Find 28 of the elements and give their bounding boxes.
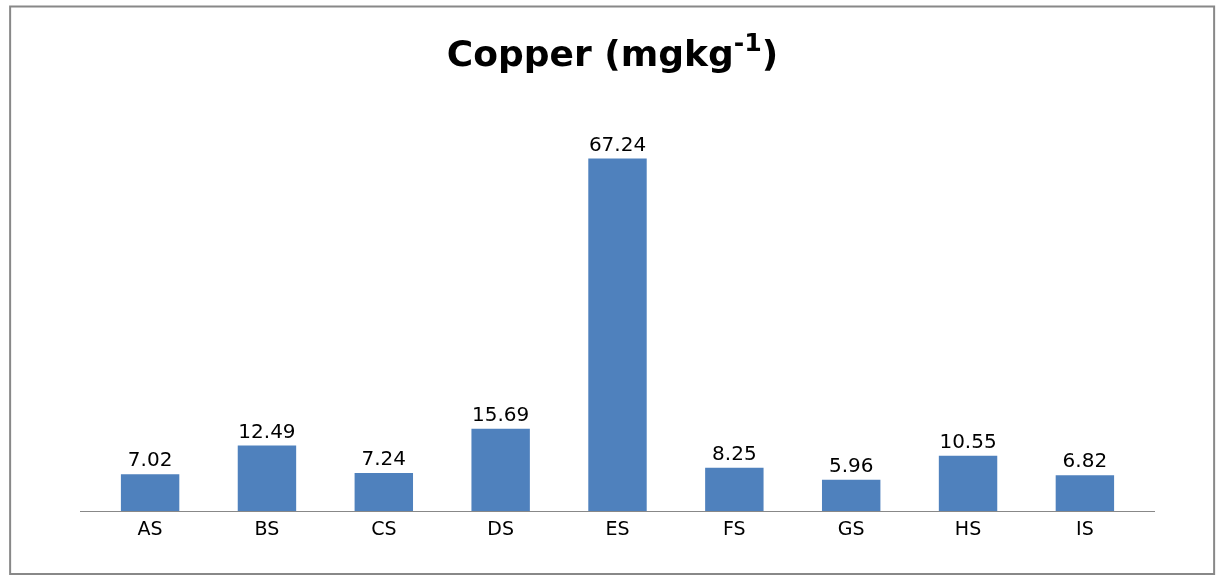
bar xyxy=(821,479,881,511)
x-tick-label: GS xyxy=(837,516,865,539)
data-label: 5.96 xyxy=(828,452,874,477)
x-tick-label: BS xyxy=(254,516,280,539)
data-label: 8.25 xyxy=(712,440,757,465)
bar xyxy=(588,158,647,511)
data-label: 6.82 xyxy=(1062,448,1108,473)
bar xyxy=(471,428,530,511)
data-label: 15.69 xyxy=(472,401,530,426)
x-tick-label: DS xyxy=(487,516,514,539)
bar xyxy=(705,467,764,511)
data-label: 10.55 xyxy=(939,428,997,453)
x-tick-label: IS xyxy=(1076,516,1094,539)
x-tick-label: FS xyxy=(723,516,746,539)
x-tick-label: AS xyxy=(137,516,163,539)
data-label: 7.02 xyxy=(127,447,173,472)
x-tick-label: HS xyxy=(954,516,982,539)
chart-title: Copper (mgkg$^{-1}$) xyxy=(446,27,779,74)
bar xyxy=(237,445,297,511)
bar xyxy=(1055,475,1115,511)
bar xyxy=(354,473,414,511)
data-label: 7.24 xyxy=(361,446,407,471)
bar xyxy=(938,455,998,511)
x-tick-label: CS xyxy=(371,516,397,539)
data-label: 12.49 xyxy=(238,418,296,443)
bar xyxy=(120,474,180,511)
x-tick-label: ES xyxy=(605,516,630,539)
data-label: 67.24 xyxy=(588,131,647,156)
